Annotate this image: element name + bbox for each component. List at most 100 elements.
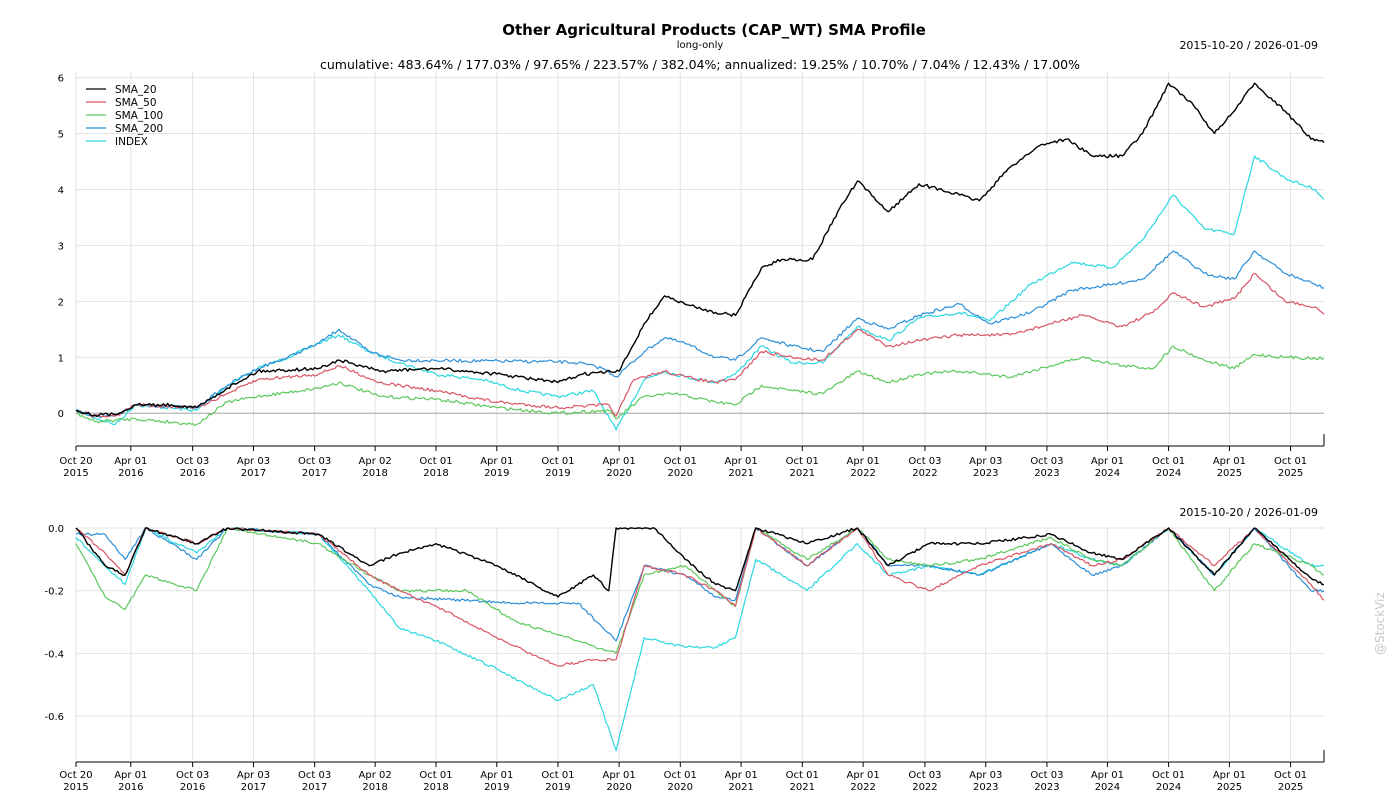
- legend-label: INDEX: [115, 136, 148, 148]
- x-tick-year: 2023: [973, 782, 998, 793]
- x-tick-label: Apr 01: [114, 770, 147, 781]
- x-tick-label: Oct 01: [1274, 456, 1307, 467]
- x-tick-label: Oct 01: [1274, 770, 1307, 781]
- x-tick-year: 2024: [1156, 468, 1181, 479]
- series-line-sma_100: [75, 527, 1325, 654]
- x-tick-label: Apr 01: [847, 456, 880, 467]
- x-tick-year: 2019: [545, 782, 570, 793]
- x-tick-label: Oct 03: [1030, 770, 1063, 781]
- x-tick-year: 2021: [728, 468, 753, 479]
- x-tick-label: Apr 01: [1213, 770, 1246, 781]
- x-tick-label: Apr 01: [480, 770, 513, 781]
- series-line-sma_50: [75, 272, 1325, 418]
- y-tick-label: 3: [58, 241, 64, 252]
- x-tick-year: 2021: [790, 468, 815, 479]
- y-tick-label: 4: [58, 185, 64, 196]
- x-tick-year: 2022: [912, 468, 937, 479]
- x-tick-year: 2022: [850, 782, 875, 793]
- x-tick-label: Apr 01: [480, 456, 513, 467]
- x-tick-year: 2024: [1095, 468, 1120, 479]
- x-tick-year: 2020: [606, 782, 631, 793]
- legend-label: SMA_200: [115, 123, 163, 135]
- x-tick-year: 2020: [606, 468, 631, 479]
- series-line-index: [75, 155, 1325, 431]
- x-tick-label: Oct 01: [541, 456, 574, 467]
- x-tick-label: Oct 01: [786, 456, 819, 467]
- y-tick-label: 1: [58, 353, 64, 364]
- x-tick-year: 2025: [1217, 782, 1242, 793]
- x-tick-label: Oct 01: [419, 770, 452, 781]
- x-tick-year: 2021: [728, 782, 753, 793]
- x-tick-label: Apr 02: [359, 770, 392, 781]
- y-tick-label: 2: [58, 297, 64, 308]
- x-tick-label: Oct 01: [664, 770, 697, 781]
- x-tick-year: 2016: [180, 782, 205, 793]
- x-tick-label: Apr 01: [725, 770, 758, 781]
- x-tick-year: 2016: [118, 782, 143, 793]
- x-tick-year: 2017: [241, 782, 266, 793]
- x-tick-year: 2016: [118, 468, 143, 479]
- x-tick-label: Apr 01: [603, 770, 636, 781]
- x-tick-year: 2016: [180, 468, 205, 479]
- x-tick-label: Oct 03: [908, 770, 941, 781]
- legend-label: SMA_50: [115, 97, 157, 109]
- x-tick-label: Oct 03: [908, 456, 941, 467]
- x-tick-year: 2022: [912, 782, 937, 793]
- x-tick-label: Oct 20: [59, 456, 92, 467]
- x-tick-year: 2019: [545, 468, 570, 479]
- x-tick-label: Oct 03: [176, 770, 209, 781]
- date-range-top: 2015-10-20 / 2026-01-09: [1179, 39, 1318, 52]
- x-tick-year: 2015: [63, 468, 88, 479]
- x-tick-year: 2017: [302, 782, 327, 793]
- x-tick-label: Oct 03: [298, 456, 331, 467]
- x-tick-year: 2025: [1278, 782, 1303, 793]
- y-tick-label: -0.2: [44, 587, 64, 598]
- date-range-bottom: 2015-10-20 / 2026-01-09: [1179, 506, 1318, 519]
- chart-subtitle: long-only: [677, 40, 724, 51]
- x-tick-label: Apr 01: [1091, 456, 1124, 467]
- x-tick-year: 2021: [790, 782, 815, 793]
- x-tick-year: 2022: [850, 468, 875, 479]
- x-tick-year: 2017: [302, 468, 327, 479]
- chart-title: Other Agricultural Products (CAP_WT) SMA…: [502, 21, 926, 39]
- y-tick-label: 6: [58, 74, 64, 85]
- x-tick-year: 2024: [1095, 782, 1120, 793]
- x-tick-label: Oct 01: [541, 770, 574, 781]
- x-tick-year: 2025: [1278, 468, 1303, 479]
- stats-line: cumulative: 483.64% / 177.03% / 97.65% /…: [320, 57, 1080, 72]
- x-tick-year: 2020: [668, 782, 693, 793]
- x-tick-label: Apr 03: [969, 770, 1002, 781]
- y-tick-label: 5: [58, 130, 64, 141]
- x-tick-label: Apr 03: [237, 770, 270, 781]
- series-line-sma_100: [75, 345, 1325, 427]
- x-tick-label: Oct 01: [664, 456, 697, 467]
- x-tick-year: 2018: [362, 782, 387, 793]
- x-tick-label: Apr 03: [237, 456, 270, 467]
- legend-label: SMA_100: [115, 110, 163, 122]
- x-tick-label: Apr 02: [359, 456, 392, 467]
- x-tick-year: 2023: [1034, 468, 1059, 479]
- x-tick-year: 2025: [1217, 468, 1242, 479]
- x-tick-label: Oct 03: [298, 770, 331, 781]
- x-tick-label: Oct 01: [1152, 456, 1185, 467]
- x-tick-year: 2023: [1034, 782, 1059, 793]
- series-line-sma_200: [75, 527, 1325, 642]
- x-tick-label: Apr 01: [1091, 770, 1124, 781]
- x-tick-label: Apr 01: [603, 456, 636, 467]
- series-line-index: [75, 527, 1325, 752]
- x-tick-year: 2023: [973, 468, 998, 479]
- x-tick-year: 2017: [241, 468, 266, 479]
- x-tick-year: 2024: [1156, 782, 1181, 793]
- y-tick-label: 0: [58, 409, 64, 420]
- x-tick-label: Oct 20: [59, 770, 92, 781]
- series-line-sma_20: [75, 527, 1325, 598]
- x-tick-year: 2018: [423, 468, 448, 479]
- series-line-sma_20: [75, 82, 1325, 418]
- y-tick-label: -0.4: [44, 649, 64, 660]
- x-tick-year: 2018: [362, 468, 387, 479]
- x-tick-label: Apr 01: [114, 456, 147, 467]
- x-tick-label: Oct 01: [419, 456, 452, 467]
